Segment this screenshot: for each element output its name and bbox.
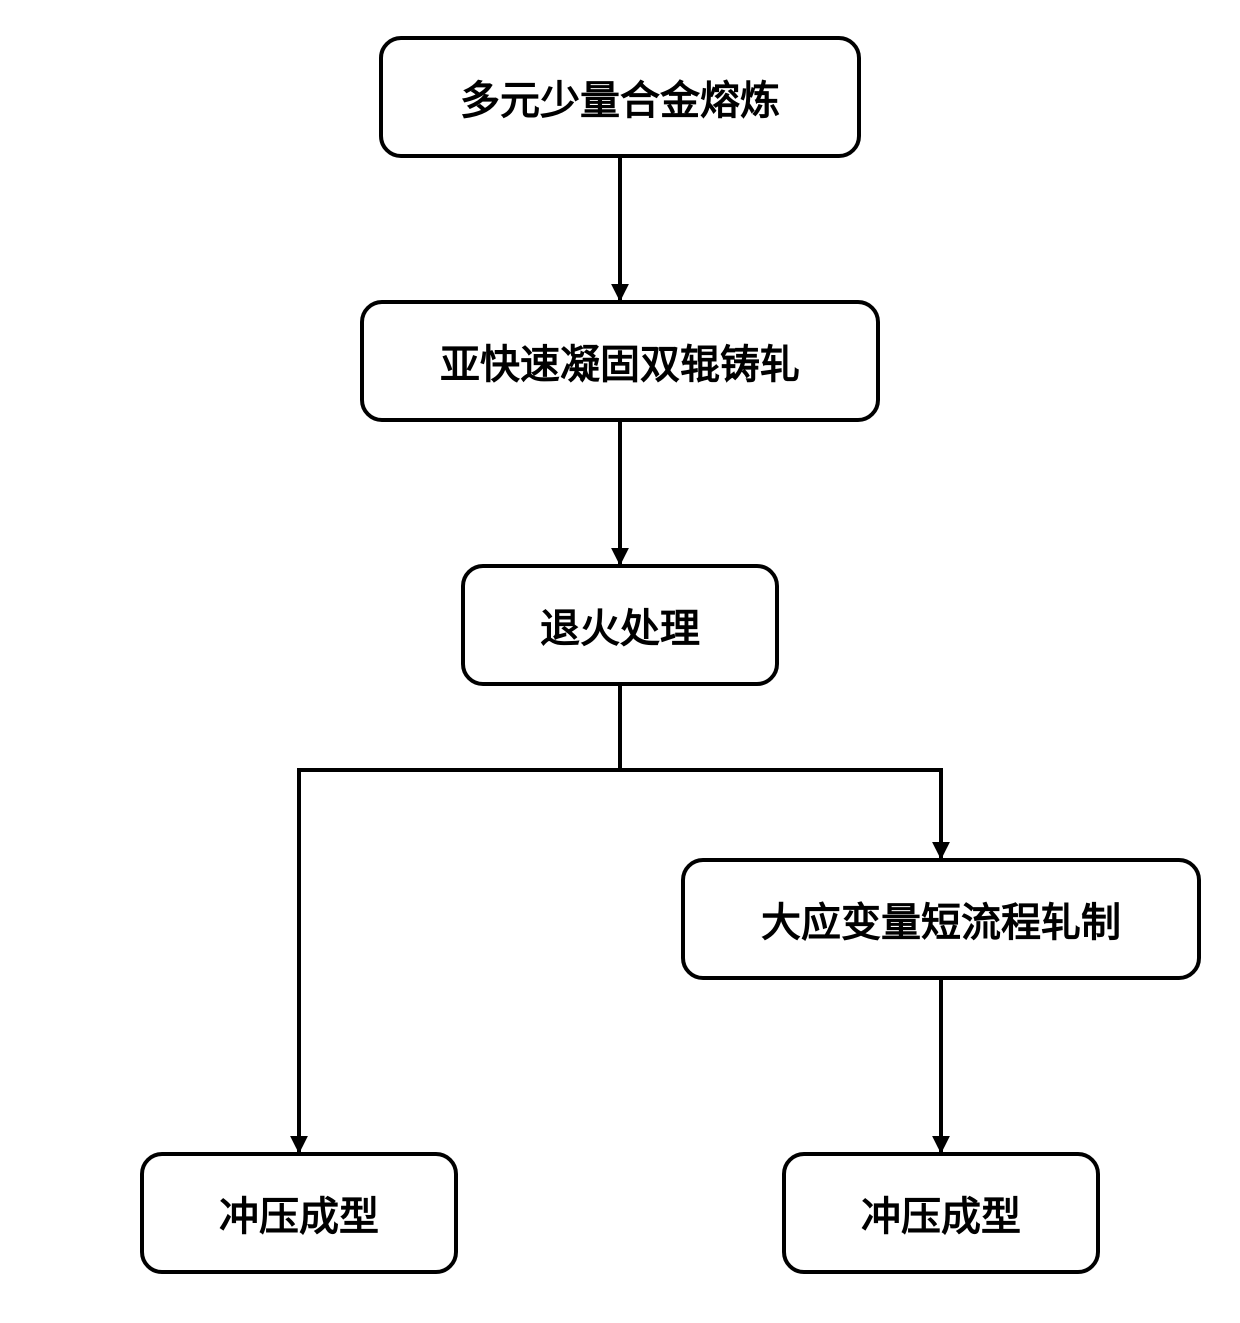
edge-n3-n4 <box>620 686 941 858</box>
node-n4: 大应变量短流程轧制 <box>681 858 1201 980</box>
node-n3: 退火处理 <box>461 564 779 686</box>
node-n6: 冲压成型 <box>782 1152 1100 1274</box>
node-label: 冲压成型 <box>219 1184 379 1242</box>
node-label: 大应变量短流程轧制 <box>761 890 1121 948</box>
node-label: 退火处理 <box>540 596 700 654</box>
edge-n3-n5 <box>299 686 620 1152</box>
flowchart-canvas: 多元少量合金熔炼亚快速凝固双辊铸轧退火处理大应变量短流程轧制冲压成型冲压成型 <box>0 0 1240 1323</box>
node-n5: 冲压成型 <box>140 1152 458 1274</box>
node-label: 亚快速凝固双辊铸轧 <box>440 332 800 390</box>
node-n2: 亚快速凝固双辊铸轧 <box>360 300 880 422</box>
node-label: 多元少量合金熔炼 <box>460 68 780 126</box>
node-label: 冲压成型 <box>861 1184 1021 1242</box>
node-n1: 多元少量合金熔炼 <box>379 36 861 158</box>
